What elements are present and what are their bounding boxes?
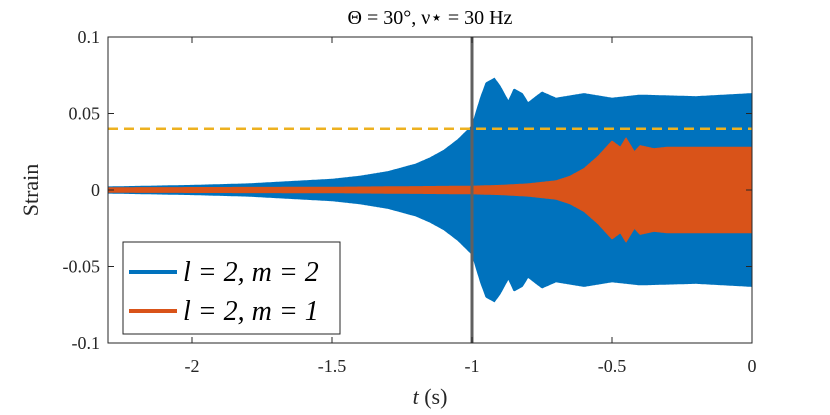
x-tick-label: 0	[748, 356, 757, 376]
plot-area	[108, 37, 752, 343]
y-tick-label: -0.05	[63, 257, 101, 277]
legend-label-m1: l = 2, m = 1	[183, 296, 319, 327]
x-tick-label: -1.5	[318, 356, 347, 376]
y-tick-label: -0.1	[72, 333, 101, 353]
y-axis-label: Strain	[18, 164, 43, 217]
x-tick-label: -0.5	[598, 356, 627, 376]
legend: l = 2, m = 2 l = 2, m = 1	[122, 241, 341, 335]
y-tick-label: 0	[91, 180, 100, 200]
axis-ticks: -2 -1.5 -1 -0.5 0 -0.1 -0.05 0 0.05 0.1	[63, 27, 757, 376]
series-band-1	[108, 137, 752, 243]
y-tick-label: 0.05	[69, 104, 101, 124]
x-axis-label: t (s)	[413, 384, 448, 409]
x-tick-label: -1	[465, 356, 480, 376]
chart-title: Θ = 30°, ν⋆ = 30 Hz	[348, 7, 513, 29]
y-tick-label: 0.1	[78, 27, 101, 47]
legend-label-m2: l = 2, m = 2	[183, 257, 319, 288]
x-tick-label: -2	[185, 356, 200, 376]
legend-box	[122, 241, 341, 335]
